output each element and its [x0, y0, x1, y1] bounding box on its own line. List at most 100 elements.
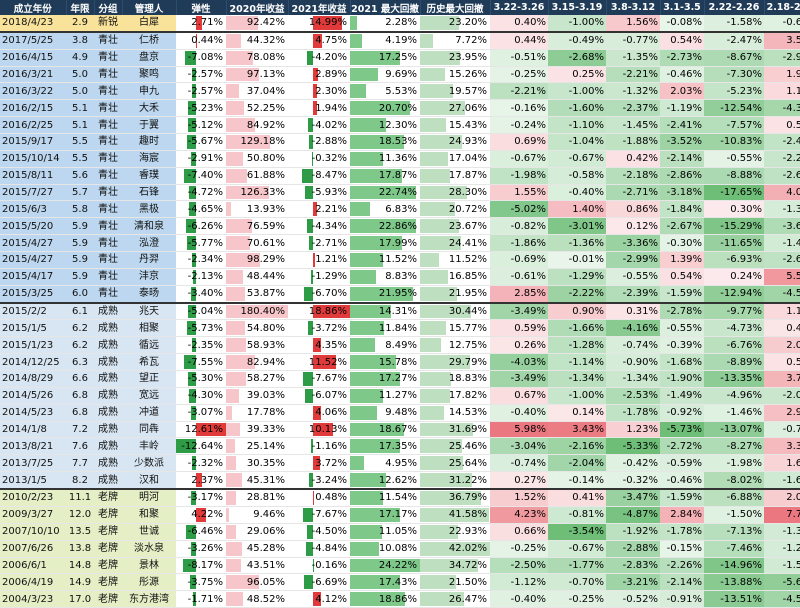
table-cell: 0.67%: [490, 387, 548, 404]
cell-value: 7.72%: [420, 33, 490, 48]
table-cell: 48.52%: [226, 591, 288, 608]
table-cell: 1.21%: [288, 252, 350, 269]
cell-value: 9.69%: [350, 67, 420, 82]
table-cell: -5.64%: [764, 574, 800, 591]
table-cell: -2.37%: [606, 100, 660, 117]
cell-value: 11.05%: [350, 524, 420, 539]
table-cell: 53.87%: [226, 285, 288, 302]
table-cell: 22.74%: [350, 184, 420, 201]
table-cell: 2014/12/25: [0, 354, 66, 371]
table-cell: 17.78%: [226, 404, 288, 421]
table-cell: 29.79%: [420, 354, 490, 371]
cell-value: -5.77%: [176, 236, 226, 251]
table-cell: -5.73%: [660, 421, 704, 438]
cell-value: -4.30%: [176, 388, 226, 403]
cell-value: 2.28%: [350, 15, 420, 30]
cell-value: -7.67%: [288, 507, 350, 522]
table-cell: -0.55%: [660, 320, 704, 337]
table-cell: 青壮: [94, 285, 122, 302]
table-cell: 青壮: [94, 66, 122, 83]
table-cell: -2.47%: [764, 134, 800, 151]
table-cell: 2013/8/21: [0, 438, 66, 455]
column-header: 历史最大回撤: [420, 0, 490, 15]
cell-value: 31.22%: [420, 473, 490, 488]
table-cell: 28.30%: [420, 184, 490, 201]
table-cell: -1.00%: [548, 387, 606, 404]
table-cell: -15.29%: [704, 218, 764, 235]
table-cell: -2.72%: [660, 438, 704, 455]
table-cell: -1.04%: [548, 134, 606, 151]
table-cell: 14.9: [66, 574, 94, 591]
cell-value: -2.57%: [176, 84, 226, 99]
table-cell: 21.95%: [420, 285, 490, 302]
table-cell: -1.29%: [764, 540, 800, 557]
column-header: 2.22-2.26: [704, 0, 764, 15]
table-cell: 3.72%: [288, 455, 350, 472]
cell-value: 20.72%: [420, 202, 490, 217]
table-cell: 78.08%: [226, 49, 288, 66]
table-cell: 1.15%: [764, 303, 800, 320]
cell-value: 10.13%: [288, 422, 350, 437]
table-cell: 21.50%: [420, 574, 490, 591]
table-cell: -2.67%: [660, 218, 704, 235]
table-cell: -2.68%: [548, 49, 606, 66]
table-cell: -0.16%: [490, 100, 548, 117]
cell-value: 1.94%: [288, 101, 350, 116]
cell-value: 14.31%: [350, 304, 420, 319]
cell-value: -3.72%: [288, 321, 350, 336]
table-cell: 青壮: [94, 167, 122, 184]
table-cell: -2.78%: [660, 303, 704, 320]
cell-value: 39.03%: [226, 388, 288, 403]
table-cell: 0.42%: [606, 150, 660, 167]
table-cell: -0.74%: [606, 337, 660, 354]
table-cell: 大禾: [122, 100, 176, 117]
cell-value: 17.87%: [420, 168, 490, 183]
table-cell: -0.74%: [490, 455, 548, 472]
table-cell: -7.55%: [176, 354, 226, 371]
table-cell: 循远: [122, 337, 176, 354]
table-cell: 12.0: [66, 506, 94, 523]
table-cell: -11.65%: [704, 235, 764, 252]
cell-value: -5.67%: [176, 134, 226, 149]
table-cell: 6.83%: [350, 201, 420, 218]
table-cell: -2.18%: [606, 167, 660, 184]
cell-value: 5.53%: [350, 84, 420, 99]
table-cell: -1.58%: [764, 557, 800, 574]
table-cell: 2016/2/15: [0, 100, 66, 117]
cell-value: 17.99%: [350, 236, 420, 251]
table-cell: 14.8: [66, 557, 94, 574]
table-cell: -3.52%: [660, 134, 704, 151]
table-cell: 180.40%: [226, 303, 288, 320]
table-cell: 1.94%: [288, 100, 350, 117]
cell-value: -3.07%: [176, 405, 226, 420]
table-cell: -2.83%: [606, 557, 660, 574]
table-cell: -1.10%: [548, 117, 606, 134]
table-cell: 9.69%: [350, 66, 420, 83]
cell-value: 82.94%: [226, 355, 288, 370]
cell-value: -3.75%: [176, 575, 226, 590]
table-cell: 15.77%: [420, 320, 490, 337]
table-cell: 希瓦: [122, 354, 176, 371]
table-cell: -2.34%: [176, 252, 226, 269]
column-header: 分组: [94, 0, 122, 15]
cell-value: 45.28%: [226, 541, 288, 556]
cell-value: -2.13%: [176, 269, 226, 284]
cell-value: 17.25%: [350, 50, 420, 65]
table-cell: 84.92%: [226, 117, 288, 134]
cell-value: -2.71%: [288, 236, 350, 251]
table-cell: 7.72%: [420, 32, 490, 49]
table-cell: 景林: [122, 557, 176, 574]
cell-value: -7.08%: [176, 50, 226, 65]
table-cell: 2015/4/27: [0, 235, 66, 252]
table-cell: -2.39%: [606, 285, 660, 302]
table-cell: 30.44%: [420, 303, 490, 320]
table-cell: 石锋: [122, 184, 176, 201]
table-cell: -0.25%: [548, 591, 606, 608]
